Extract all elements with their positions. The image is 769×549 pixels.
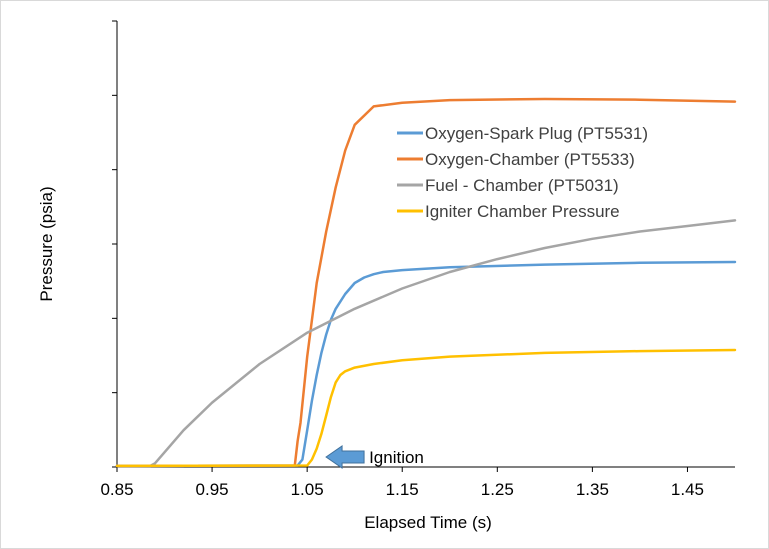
x-tick-label: 1.45 (671, 480, 704, 499)
annotation-layer: Ignition (325, 445, 424, 469)
series-layer (115, 97, 737, 468)
x-tick-label: 1.25 (481, 480, 514, 499)
legend-label: Oxygen-Chamber (PT5533) (425, 150, 635, 169)
legend-label: Fuel - Chamber (PT5031) (425, 176, 619, 195)
x-tick-label: 0.85 (100, 480, 133, 499)
x-tick-label: 1.35 (576, 480, 609, 499)
x-tick-label: 0.95 (196, 480, 229, 499)
x-axis-title: Elapsed Time (s) (364, 513, 492, 532)
ignition-label: Ignition (369, 448, 424, 467)
x-tick-label: 1.05 (291, 480, 324, 499)
series-line (115, 97, 737, 468)
ignition-arrow (325, 445, 365, 469)
x-tick-label: 1.15 (386, 480, 419, 499)
legend-label: Oxygen-Spark Plug (PT5531) (425, 124, 648, 143)
series-line (115, 219, 737, 468)
y-axis-title: Pressure (psia) (37, 186, 56, 301)
legend: Oxygen-Spark Plug (PT5531) Oxygen-Chamber… (397, 124, 648, 221)
legend-label: Igniter Chamber Pressure (425, 202, 620, 221)
axes: 0.85 0.95 1.05 1.15 1.25 1.35 1.45 (100, 20, 735, 499)
series-line (115, 348, 737, 468)
series-line (115, 260, 737, 468)
